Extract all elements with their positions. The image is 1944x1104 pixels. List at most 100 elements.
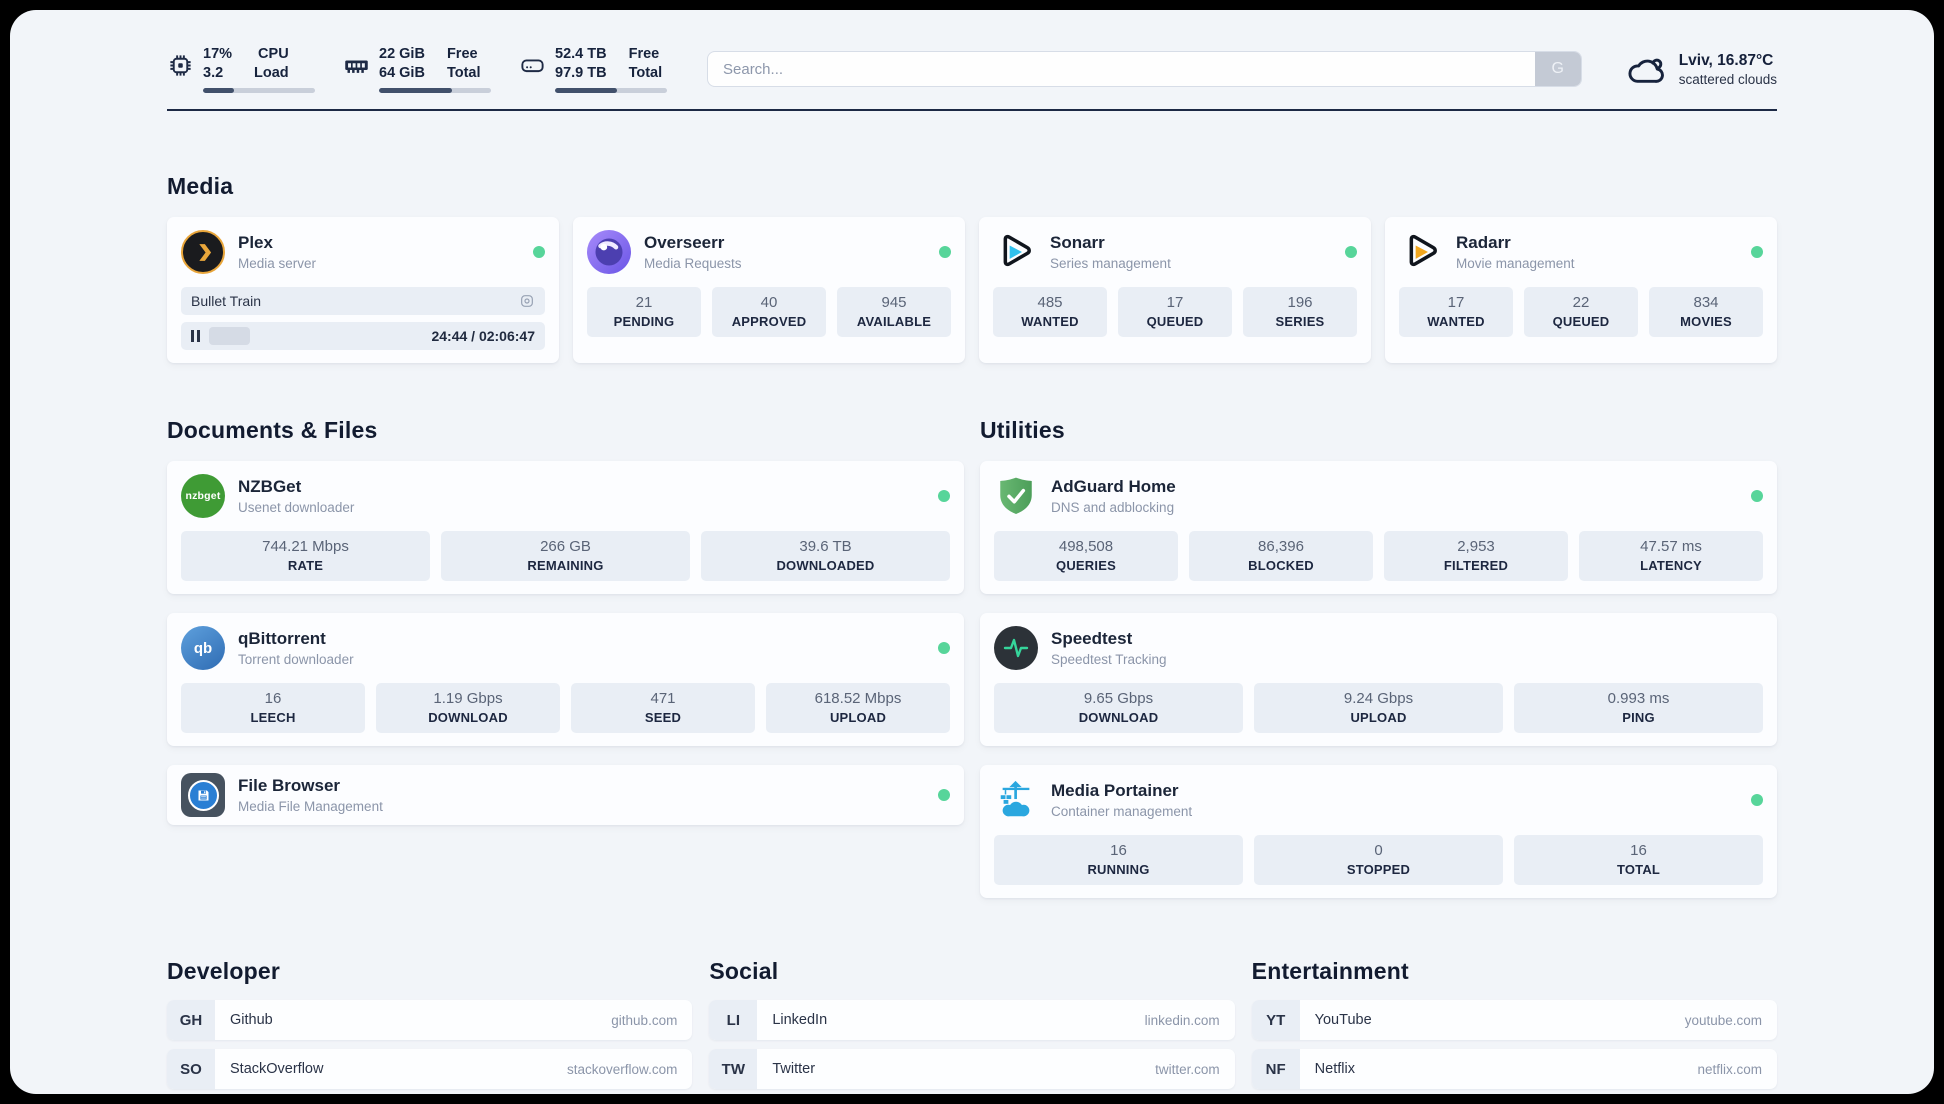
bookmark-abbr: NF (1251, 1049, 1300, 1089)
bookmark-url: linkedin.com (1144, 1012, 1220, 1028)
status-online-dot (939, 246, 951, 258)
app-card-qbittorrent[interactable]: qb qBittorrent Torrent downloader 16 LEE… (167, 613, 964, 746)
disk-progress-bar (555, 87, 667, 93)
app-subtitle: Media File Management (238, 799, 383, 814)
stat-tile: 0 STOPPED (1254, 835, 1503, 885)
app-card-overseerr[interactable]: Overseerr Media Requests 21 PENDING 40 A… (573, 217, 965, 363)
section-media: Media Plex Media server Bullet Train (167, 173, 1777, 363)
search-input[interactable] (707, 51, 1582, 87)
stat-tile: 498,508 QUERIES (994, 531, 1178, 581)
app-title: File Browser (238, 776, 341, 795)
adguard-icon (994, 474, 1038, 518)
bookmark-twitter[interactable]: TW Twitter twitter.com (709, 1049, 1235, 1089)
status-online-dot (938, 490, 950, 502)
app-card-plex[interactable]: Plex Media server Bullet Train (167, 217, 559, 363)
app-title: qBittorrent (238, 629, 326, 648)
status-online-dot (1751, 794, 1763, 806)
memory-progress-bar (379, 87, 491, 93)
app-card-sonarr[interactable]: Sonarr Series management 485 WANTED 17 Q… (979, 217, 1371, 363)
pause-icon[interactable] (191, 330, 200, 342)
system-metrics: 17% 3.2 CPU Load (167, 45, 667, 93)
search-provider-button[interactable]: G (1534, 52, 1581, 86)
app-card-adguard[interactable]: AdGuard Home DNS and adblocking 498,508 … (980, 461, 1777, 594)
stat-tile: 40 APPROVED (712, 287, 826, 337)
radarr-icon (1399, 230, 1443, 274)
bookmark-name: LinkedIn (772, 1012, 828, 1028)
header-divider (167, 109, 1777, 111)
stat-tile: 21 PENDING (587, 287, 701, 337)
bookmark-netflix[interactable]: NF Netflix netflix.com (1251, 1049, 1777, 1089)
app-subtitle: Media server (238, 256, 317, 271)
bookmark-linkedin[interactable]: LI LinkedIn linkedin.com (709, 1000, 1235, 1040)
status-online-dot (938, 789, 950, 801)
bookmark-url: twitter.com (1155, 1061, 1220, 1077)
disk-metric: 52.4 TB 97.9 TB Free Total (519, 45, 667, 93)
stat-tile: 86,396 BLOCKED (1189, 531, 1373, 581)
stat-tile: 9.24 Gbps UPLOAD (1254, 683, 1503, 733)
section-documents: Documents & Files nzbget NZBGet Usenet d… (167, 417, 964, 825)
stat-tile: 16 RUNNING (994, 835, 1243, 885)
disk-free-label: Free (628, 46, 660, 63)
playback-time: 24:44 / 02:06:47 (431, 328, 535, 344)
media-heading: Media (167, 173, 234, 199)
playback-progress-bar[interactable] (209, 327, 421, 345)
bookmark-url: github.com (611, 1012, 678, 1028)
cpu-chip-icon (170, 55, 191, 76)
topbar: 17% 3.2 CPU Load (167, 40, 1777, 98)
app-title: AdGuard Home (1051, 477, 1176, 496)
stat-tile: 22 QUEUED (1524, 287, 1638, 337)
section-entertainment: Entertainment YT YouTube youtube.com NF … (1251, 958, 1777, 1094)
stat-tile: 39.6 TB DOWNLOADED (701, 531, 950, 581)
memory-free-value: 22 GiB (379, 46, 425, 63)
memory-total-label: Total (446, 65, 481, 81)
bookmark-url: youtube.com (1684, 1012, 1762, 1028)
stat-tile: 1.19 Gbps DOWNLOAD (376, 683, 560, 733)
memory-total-value: 64 GiB (379, 65, 425, 81)
documents-heading: Documents & Files (167, 417, 378, 443)
status-online-dot (1751, 490, 1763, 502)
bookmark-name: YouTube (1314, 1012, 1372, 1028)
social-heading: Social (709, 958, 779, 984)
filebrowser-icon (181, 773, 225, 817)
app-card-filebrowser[interactable]: File Browser Media File Management (167, 765, 964, 825)
utilities-heading: Utilities (980, 417, 1065, 443)
stat-tile: 485 WANTED (993, 287, 1107, 337)
app-subtitle: DNS and adblocking (1051, 500, 1175, 515)
stat-tile: 47.57 ms LATENCY (1579, 531, 1763, 581)
app-card-speedtest[interactable]: Speedtest Speedtest Tracking 9.65 Gbps D… (980, 613, 1777, 746)
now-playing-title: Bullet Train (191, 293, 262, 309)
bookmark-abbr: SO (167, 1049, 215, 1089)
disc-icon[interactable] (519, 293, 535, 309)
entertainment-heading: Entertainment (1251, 958, 1409, 984)
bookmark-name: StackOverflow (230, 1061, 324, 1077)
app-subtitle: Media Requests (644, 256, 742, 271)
weather-condition: scattered clouds (1678, 71, 1777, 87)
app-card-nzbget[interactable]: nzbget NZBGet Usenet downloader 744.21 M… (167, 461, 964, 594)
bookmark-github[interactable]: GH Github github.com (167, 1000, 693, 1040)
app-title: Media Portainer (1051, 781, 1179, 800)
playback-row: 24:44 / 02:06:47 (181, 322, 545, 350)
memory-metric: 22 GiB 64 GiB Free Total (343, 45, 491, 93)
bookmark-abbr: YT (1251, 1000, 1300, 1040)
cpu-load-value: 3.2 (203, 65, 224, 81)
now-playing-row: Bullet Train (181, 287, 545, 315)
nzbget-icon: nzbget (181, 474, 225, 518)
stat-tile: 2,953 FILTERED (1384, 531, 1568, 581)
stat-tile: 744.21 Mbps RATE (181, 531, 430, 581)
bookmark-abbr: TW (709, 1049, 758, 1089)
stat-tile: 618.52 Mbps UPLOAD (766, 683, 950, 733)
bookmark-stackoverflow[interactable]: SO StackOverflow stackoverflow.com (167, 1049, 693, 1089)
app-card-radarr[interactable]: Radarr Movie management 17 WANTED 22 QUE… (1385, 217, 1777, 363)
memory-free-label: Free (446, 46, 478, 63)
stat-tile: 834 MOVIES (1649, 287, 1763, 337)
cpu-usage-value: 17% (203, 46, 233, 63)
bookmark-youtube[interactable]: YT YouTube youtube.com (1251, 1000, 1777, 1040)
disk-total-label: Total (628, 65, 663, 81)
app-card-portainer[interactable]: Media Portainer Container management 16 … (980, 765, 1777, 898)
app-title: NZBGet (238, 477, 302, 496)
dashboard-page: 17% 3.2 CPU Load (10, 10, 1934, 1094)
status-online-dot (1751, 246, 1763, 258)
developer-heading: Developer (167, 958, 281, 984)
app-subtitle: Series management (1050, 256, 1171, 271)
